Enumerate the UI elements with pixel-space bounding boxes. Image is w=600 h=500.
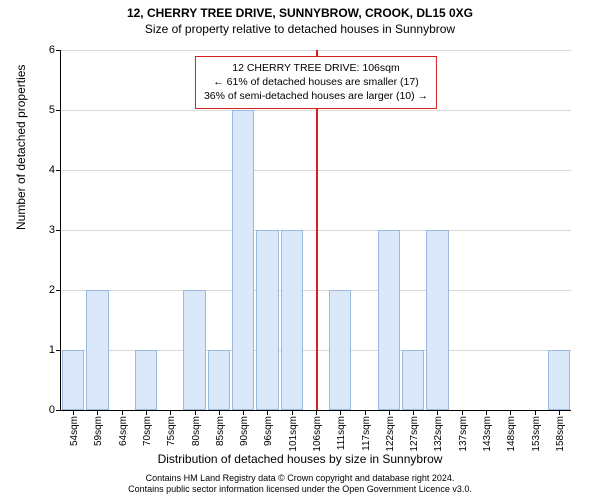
bar xyxy=(62,350,84,410)
bar xyxy=(86,290,108,410)
xtick-mark xyxy=(243,410,244,415)
xtick-mark xyxy=(316,410,317,415)
annotation-line-3: 36% of semi-detached houses are larger (… xyxy=(204,89,428,103)
xtick-mark xyxy=(535,410,536,415)
bar xyxy=(329,290,351,410)
xtick-label: 106sqm xyxy=(312,416,323,452)
x-axis-label: Distribution of detached houses by size … xyxy=(0,452,600,466)
xtick-label: 90sqm xyxy=(239,416,250,446)
xtick-mark xyxy=(97,410,98,415)
ytick-label: 6 xyxy=(49,44,55,56)
xtick-label: 153sqm xyxy=(531,416,542,452)
annotation-box: 12 CHERRY TREE DRIVE: 106sqm ← 61% of de… xyxy=(195,56,437,109)
xtick-label: 80sqm xyxy=(191,416,202,446)
ytick-label: 3 xyxy=(49,224,55,236)
footer-line-2: Contains public sector information licen… xyxy=(0,484,600,496)
ytick-label: 0 xyxy=(49,404,55,416)
footer-line-1: Contains HM Land Registry data © Crown c… xyxy=(0,473,600,485)
chart-title-sub: Size of property relative to detached ho… xyxy=(0,20,600,36)
xtick-label: 127sqm xyxy=(409,416,420,452)
ytick-mark xyxy=(56,110,61,111)
xtick-mark xyxy=(365,410,366,415)
xtick-label: 59sqm xyxy=(93,416,104,446)
annotation-line-2: ← 61% of detached houses are smaller (17… xyxy=(204,75,428,89)
ytick-mark xyxy=(56,290,61,291)
xtick-label: 64sqm xyxy=(118,416,129,446)
ytick-label: 5 xyxy=(49,104,55,116)
ytick-mark xyxy=(56,50,61,51)
xtick-mark xyxy=(340,410,341,415)
annotation-line-1: 12 CHERRY TREE DRIVE: 106sqm xyxy=(204,61,428,75)
xtick-label: 132sqm xyxy=(433,416,444,452)
xtick-label: 122sqm xyxy=(385,416,396,452)
xtick-mark xyxy=(462,410,463,415)
xtick-mark xyxy=(292,410,293,415)
ytick-label: 1 xyxy=(49,344,55,356)
bar xyxy=(232,110,254,410)
xtick-mark xyxy=(486,410,487,415)
xtick-mark xyxy=(122,410,123,415)
xtick-mark xyxy=(510,410,511,415)
ytick-mark xyxy=(56,230,61,231)
xtick-mark xyxy=(170,410,171,415)
ytick-label: 4 xyxy=(49,164,55,176)
xtick-label: 137sqm xyxy=(458,416,469,452)
chart-footer: Contains HM Land Registry data © Crown c… xyxy=(0,473,600,496)
xtick-mark xyxy=(267,410,268,415)
xtick-label: 143sqm xyxy=(482,416,493,452)
xtick-label: 148sqm xyxy=(506,416,517,452)
bar xyxy=(426,230,448,410)
bar xyxy=(378,230,400,410)
xtick-mark xyxy=(146,410,147,415)
xtick-label: 85sqm xyxy=(215,416,226,446)
ytick-mark xyxy=(56,350,61,351)
bar xyxy=(402,350,424,410)
xtick-mark xyxy=(195,410,196,415)
xtick-mark xyxy=(73,410,74,415)
xtick-label: 111sqm xyxy=(336,416,347,450)
xtick-label: 96sqm xyxy=(263,416,274,446)
bar xyxy=(548,350,570,410)
xtick-mark xyxy=(389,410,390,415)
xtick-label: 70sqm xyxy=(142,416,153,446)
ytick-mark xyxy=(56,170,61,171)
xtick-mark xyxy=(413,410,414,415)
chart-container: 12, CHERRY TREE DRIVE, SUNNYBROW, CROOK,… xyxy=(0,0,600,500)
xtick-mark xyxy=(219,410,220,415)
plot-area: 012345654sqm59sqm64sqm70sqm75sqm80sqm85s… xyxy=(60,50,571,411)
xtick-label: 101sqm xyxy=(288,416,299,452)
xtick-label: 117sqm xyxy=(361,416,372,451)
bar xyxy=(256,230,278,410)
ytick-mark xyxy=(56,410,61,411)
bar xyxy=(183,290,205,410)
ytick-label: 2 xyxy=(49,284,55,296)
bar xyxy=(208,350,230,410)
xtick-label: 54sqm xyxy=(69,416,80,446)
bar xyxy=(281,230,303,410)
xtick-label: 75sqm xyxy=(166,416,177,446)
xtick-mark xyxy=(559,410,560,415)
chart-title-main: 12, CHERRY TREE DRIVE, SUNNYBROW, CROOK,… xyxy=(0,0,600,20)
xtick-label: 158sqm xyxy=(555,416,566,452)
bar xyxy=(135,350,157,410)
y-axis-label: Number of detached properties xyxy=(14,65,28,230)
xtick-mark xyxy=(437,410,438,415)
